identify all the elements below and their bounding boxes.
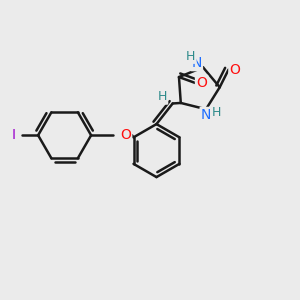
- Text: O: O: [196, 76, 207, 90]
- Text: H: H: [186, 50, 195, 63]
- Text: H: H: [158, 91, 167, 103]
- Text: H: H: [212, 106, 221, 119]
- Text: N: N: [191, 56, 202, 70]
- Text: I: I: [12, 128, 16, 142]
- Text: O: O: [230, 62, 241, 76]
- Text: O: O: [120, 128, 131, 142]
- Text: N: N: [201, 108, 211, 122]
